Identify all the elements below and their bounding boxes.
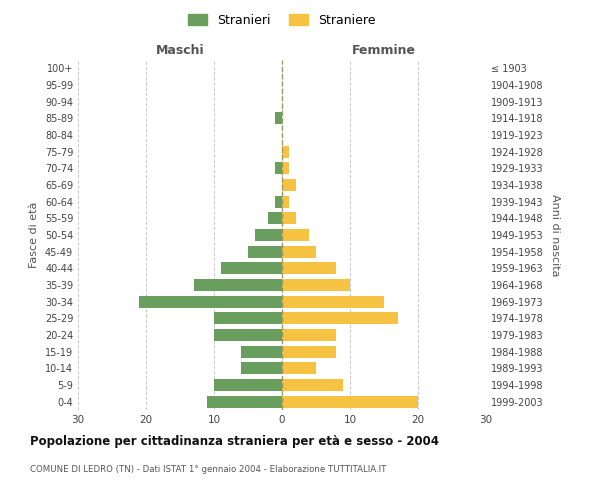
Text: Popolazione per cittadinanza straniera per età e sesso - 2004: Popolazione per cittadinanza straniera p… — [30, 435, 439, 448]
Bar — [282, 262, 337, 274]
Bar — [214, 312, 282, 324]
Bar — [282, 296, 384, 308]
Bar — [207, 396, 282, 407]
Bar — [282, 279, 350, 291]
Bar — [275, 196, 282, 207]
Y-axis label: Anni di nascita: Anni di nascita — [550, 194, 560, 276]
Text: Maschi: Maschi — [155, 44, 205, 57]
Bar — [275, 112, 282, 124]
Bar — [282, 246, 316, 258]
Bar — [282, 312, 398, 324]
Bar — [139, 296, 282, 308]
Bar — [282, 146, 289, 158]
Bar — [282, 346, 337, 358]
Bar — [282, 379, 343, 391]
Y-axis label: Fasce di età: Fasce di età — [29, 202, 39, 268]
Bar — [268, 212, 282, 224]
Bar — [214, 329, 282, 341]
Bar — [275, 162, 282, 174]
Bar — [282, 229, 309, 241]
Bar — [194, 279, 282, 291]
Text: Femmine: Femmine — [352, 44, 416, 57]
Bar — [255, 229, 282, 241]
Bar — [282, 396, 418, 407]
Bar — [248, 246, 282, 258]
Legend: Stranieri, Straniere: Stranieri, Straniere — [184, 8, 380, 32]
Bar — [282, 212, 296, 224]
Bar — [282, 179, 296, 191]
Bar — [241, 346, 282, 358]
Text: COMUNE DI LEDRO (TN) - Dati ISTAT 1° gennaio 2004 - Elaborazione TUTTITALIA.IT: COMUNE DI LEDRO (TN) - Dati ISTAT 1° gen… — [30, 465, 386, 474]
Bar — [221, 262, 282, 274]
Bar — [282, 162, 289, 174]
Bar — [282, 362, 316, 374]
Bar — [214, 379, 282, 391]
Bar — [282, 329, 337, 341]
Bar — [241, 362, 282, 374]
Bar — [282, 196, 289, 207]
